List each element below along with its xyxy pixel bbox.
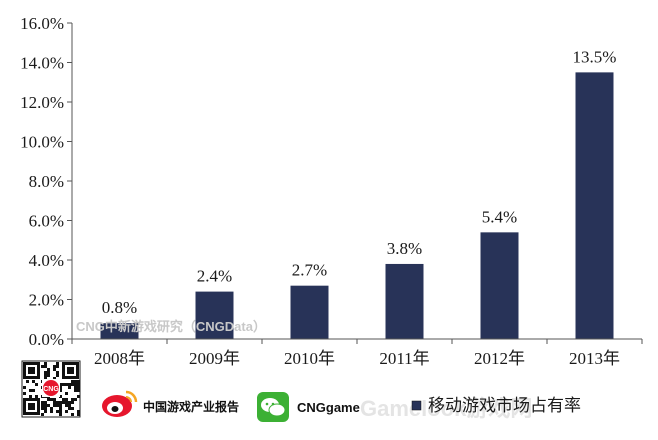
y-tick-label: 6.0% bbox=[29, 212, 64, 231]
y-tick-label: 0.0% bbox=[29, 330, 64, 349]
data-label: 2.7% bbox=[292, 261, 327, 280]
data-label: 13.5% bbox=[573, 47, 617, 66]
y-axis: 0.0% 2.0% 4.0% 6.0% 8.0% 10.0% 12.0% 14.0% 16.0% bbox=[20, 14, 73, 349]
data-label: 2.4% bbox=[197, 267, 232, 286]
y-tick-label: 16.0% bbox=[20, 14, 64, 33]
chart-watermark: CNG中新游戏研究（CNGData） bbox=[76, 319, 266, 334]
y-tick-label: 10.0% bbox=[20, 133, 64, 152]
bar bbox=[195, 291, 234, 339]
weibo-label: 中国游戏产业报告 bbox=[143, 399, 239, 414]
y-tick-label: 4.0% bbox=[29, 251, 64, 270]
bars bbox=[100, 72, 614, 339]
bar bbox=[290, 285, 329, 339]
legend-label: 移动游戏市场占有率 bbox=[428, 396, 581, 415]
qr-code-icon: CNG bbox=[21, 360, 81, 418]
x-tick-label: 2010年 bbox=[284, 349, 335, 368]
data-label: 3.8% bbox=[387, 239, 422, 258]
bar bbox=[385, 263, 424, 339]
x-tick-label: 2012年 bbox=[474, 349, 525, 368]
x-tick-label: 2011年 bbox=[379, 349, 429, 368]
bar bbox=[100, 323, 139, 339]
data-label: 5.4% bbox=[482, 207, 517, 226]
y-tick-label: 8.0% bbox=[29, 172, 64, 191]
data-label: 0.8% bbox=[102, 298, 137, 317]
y-tick-label: 12.0% bbox=[20, 93, 64, 112]
legend-swatch bbox=[411, 400, 422, 411]
wechat-label: CNGgame bbox=[297, 400, 360, 415]
x-tick-label: 2013年 bbox=[569, 349, 620, 368]
x-axis: 2008年 2009年 2010年 2011年 2012年 2013年 bbox=[71, 338, 643, 368]
bar bbox=[575, 72, 614, 339]
corner-watermark: Gamelook游戏网 bbox=[360, 396, 532, 421]
legend: 移动游戏市场占有率 bbox=[411, 396, 581, 415]
weibo-icon bbox=[102, 390, 138, 417]
bar bbox=[480, 232, 519, 339]
wechat-icon bbox=[257, 392, 289, 422]
x-tick-label: 2008年 bbox=[94, 349, 145, 368]
data-labels: 0.8% 2.4% 2.7% 3.8% 5.4% 13.5% bbox=[102, 47, 617, 317]
qr-badge: CNG bbox=[43, 386, 59, 393]
y-tick-label: 14.0% bbox=[20, 54, 64, 73]
x-tick-label: 2009年 bbox=[189, 349, 240, 368]
y-tick-label: 2.0% bbox=[29, 291, 64, 310]
